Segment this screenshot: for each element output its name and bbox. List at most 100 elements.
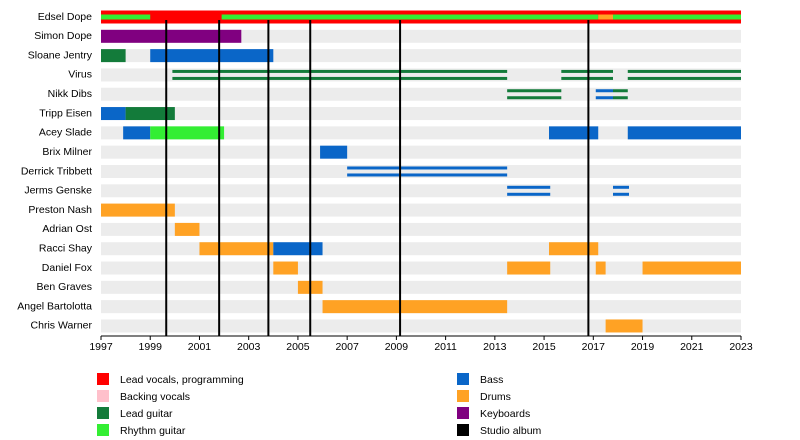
role-span xyxy=(101,107,126,121)
role-line xyxy=(627,69,741,73)
member-name: Angel Bartolotta xyxy=(17,300,92,312)
x-tick-label: 2007 xyxy=(335,341,359,353)
legend-label: Rhythm guitar xyxy=(120,425,186,437)
role-span xyxy=(199,242,274,256)
role-span xyxy=(595,261,606,275)
x-tick-label: 2021 xyxy=(680,341,704,353)
member-name: Nikk Dibs xyxy=(48,88,92,100)
role-line xyxy=(507,185,551,189)
member-name: Preston Nash xyxy=(28,204,92,216)
role-line xyxy=(561,76,613,80)
role-line xyxy=(507,96,562,100)
legend-swatch xyxy=(97,407,109,419)
role-line xyxy=(613,96,628,100)
x-tick-label: 2005 xyxy=(286,341,310,353)
legend-label: Lead vocals, programming xyxy=(120,374,244,386)
member-name: Chris Warner xyxy=(31,320,93,332)
row-background xyxy=(101,107,741,121)
x-tick-label: 2011 xyxy=(434,341,457,353)
role-span xyxy=(507,89,562,100)
role-span xyxy=(150,49,274,63)
legend-swatch xyxy=(97,373,109,385)
legend-label: Backing vocals xyxy=(120,391,190,403)
legend-swatch xyxy=(457,407,469,419)
role-span xyxy=(613,185,629,196)
role-line xyxy=(627,76,741,80)
role-span xyxy=(507,185,551,196)
row-background xyxy=(101,261,741,275)
row-background xyxy=(101,319,741,333)
row-background xyxy=(101,203,741,217)
member-name: Virus xyxy=(68,69,92,81)
role-line xyxy=(595,96,613,100)
member-name: Tripp Eisen xyxy=(39,107,92,119)
role-span xyxy=(273,261,298,275)
legend-label: Studio album xyxy=(480,425,542,437)
row-background xyxy=(101,222,741,236)
role-line xyxy=(613,185,629,189)
role-line xyxy=(172,69,508,73)
role-stripe xyxy=(101,14,151,20)
legend-label: Drums xyxy=(480,391,511,403)
role-span xyxy=(507,261,551,275)
role-span xyxy=(150,126,225,140)
role-span xyxy=(101,203,175,217)
role-line xyxy=(613,89,628,93)
legend-swatch xyxy=(457,390,469,402)
role-span xyxy=(549,126,599,140)
row-background xyxy=(101,29,741,43)
role-stripe xyxy=(598,14,613,20)
legend-label: Lead guitar xyxy=(120,408,173,420)
role-span xyxy=(125,107,175,121)
member-name: Edsel Dope xyxy=(38,11,92,23)
member-name: Sloane Jentry xyxy=(28,49,93,61)
role-line xyxy=(595,89,613,93)
role-span xyxy=(123,126,151,140)
member-name: Simon Dope xyxy=(34,30,92,42)
legend-swatch xyxy=(457,373,469,385)
x-tick-label: 2003 xyxy=(237,341,261,353)
role-span xyxy=(613,89,628,100)
role-span xyxy=(273,242,323,256)
legend-swatch xyxy=(97,424,109,436)
role-line xyxy=(347,166,508,170)
role-span xyxy=(561,69,613,80)
role-span xyxy=(322,300,508,314)
member-name: Adrian Ost xyxy=(42,223,92,235)
row-background xyxy=(101,280,741,294)
row-background xyxy=(101,242,741,256)
role-span xyxy=(347,166,508,177)
role-line xyxy=(613,192,629,196)
row-background xyxy=(101,184,741,198)
member-name: Ben Graves xyxy=(37,281,92,293)
x-tick-label: 1997 xyxy=(89,341,113,353)
x-tick-label: 2019 xyxy=(631,341,655,353)
role-line xyxy=(507,89,562,93)
legend-swatch xyxy=(457,424,469,436)
member-name: Daniel Fox xyxy=(42,262,93,274)
role-span xyxy=(174,222,200,236)
member-name: Racci Shay xyxy=(39,243,93,255)
x-tick-label: 1999 xyxy=(139,341,163,353)
member-name: Derrick Tribbett xyxy=(21,165,92,177)
role-span xyxy=(595,89,613,100)
role-span xyxy=(320,145,348,159)
role-line xyxy=(507,192,551,196)
member-name: Brix Milner xyxy=(42,146,92,158)
row-background xyxy=(101,87,741,101)
role-span xyxy=(549,242,599,256)
member-name: Jerms Genske xyxy=(24,185,92,197)
x-tick-label: 2013 xyxy=(483,341,507,353)
member-name: Acey Slade xyxy=(39,127,92,139)
role-span xyxy=(642,261,741,275)
role-stripe xyxy=(221,14,599,20)
x-tick-label: 2001 xyxy=(188,341,212,353)
role-span xyxy=(605,319,643,333)
role-span xyxy=(101,49,126,63)
x-tick-label: 2023 xyxy=(729,341,753,353)
role-span xyxy=(627,69,741,80)
role-line xyxy=(172,76,508,80)
role-line xyxy=(347,173,508,177)
x-tick-label: 2017 xyxy=(582,341,606,353)
